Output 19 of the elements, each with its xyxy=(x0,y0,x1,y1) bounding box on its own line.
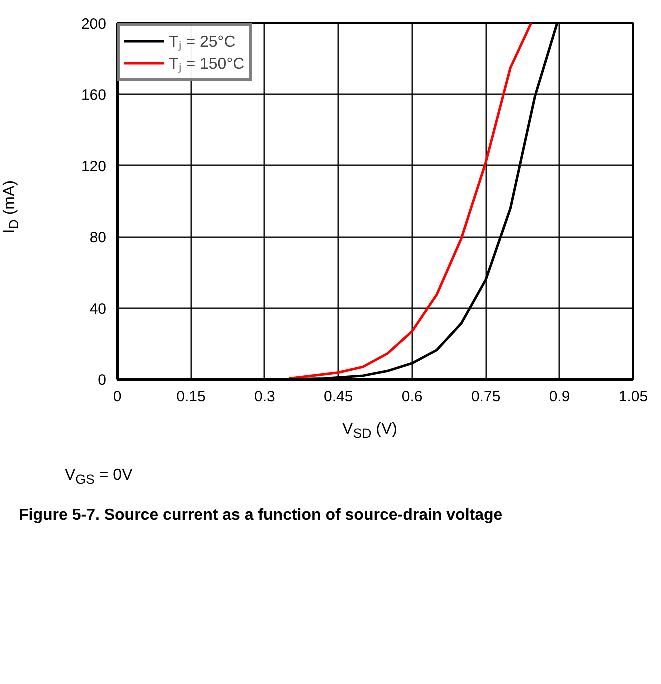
x-tick-label: 0.6 xyxy=(402,388,423,406)
x-axis-title: V$_{SD}$ (V) xyxy=(342,420,398,444)
caption: Figure 5-7. Source current as a function of source-drain voltage xyxy=(18,506,503,526)
x-tick-label: 0.75 xyxy=(471,388,501,406)
x-tick-label: 0.15 xyxy=(176,388,206,406)
x-tick-label: 1.05 xyxy=(618,388,648,406)
x-tick-label: 0.45 xyxy=(324,388,354,406)
x-tick-label: 0.3 xyxy=(254,388,276,406)
y-tick-label: 200 xyxy=(81,16,107,33)
legend-label: Tⱼ = 25°C xyxy=(169,33,236,52)
y-tick-label: 160 xyxy=(81,87,107,104)
y-tick-label: 120 xyxy=(81,158,107,176)
legend-label: Tⱼ = 150°C xyxy=(169,55,245,74)
x-tick-label: 0.9 xyxy=(549,388,570,406)
y-tick-label: 40 xyxy=(90,300,107,318)
x-tick-label: 0 xyxy=(113,388,122,406)
y-tick-label: 80 xyxy=(90,230,107,247)
text: V$_{GS}$ = 0V xyxy=(64,466,133,490)
y-tick-label: 0 xyxy=(98,372,106,389)
